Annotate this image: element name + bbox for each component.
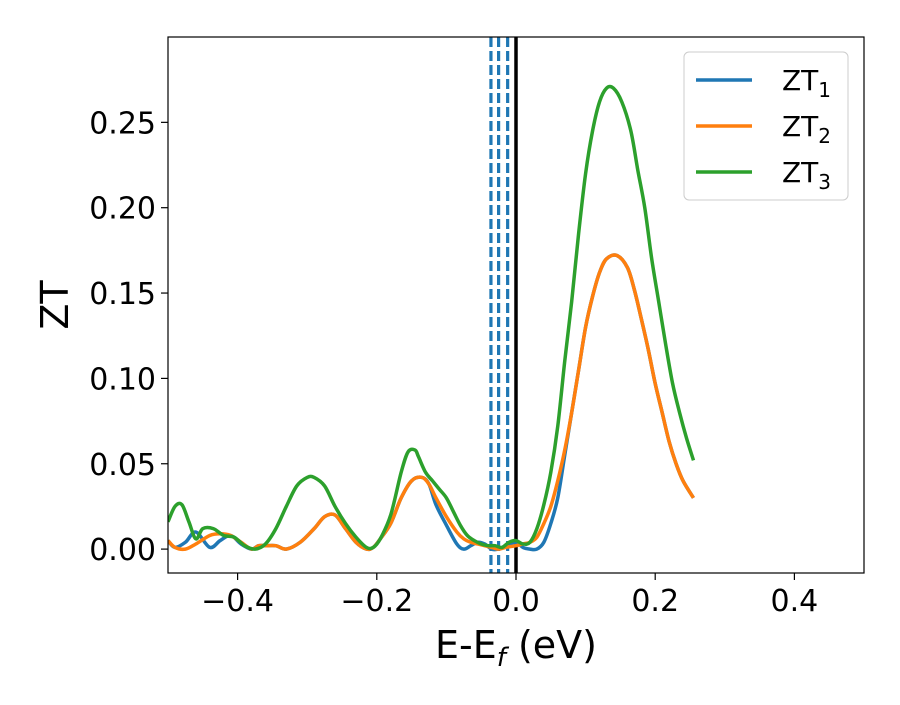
y-tick-label: 0.05 [89,448,156,483]
x-tick-label: −0.2 [340,584,413,619]
legend-label-zt2: ZT2 [782,110,831,148]
legend: ZT1 ZT2 ZT3 [683,51,849,201]
y-axis-label: ZT [33,280,77,330]
y-axis-ticks: 0.00 0.05 0.10 0.15 0.20 0.25 [89,106,168,568]
vertical-lines [489,37,518,573]
x-tick-label: 0.0 [492,584,540,619]
legend-box [683,51,849,201]
series-line-zt3 [168,84,696,551]
legend-label-zt3: ZT3 [782,156,831,194]
y-tick-label: 0.20 [89,192,156,227]
y-tick-label: 0.15 [89,277,156,312]
series-lines [168,84,696,552]
x-axis-ticks: −0.4 −0.2 0.0 0.2 0.4 [201,573,818,619]
x-axis-label: E-Ef (eV) [435,623,597,673]
x-tick-label: 0.2 [631,584,679,619]
y-tick-label: 0.10 [89,362,156,397]
series-line-zt2 [168,253,695,552]
x-tick-label: 0.4 [771,584,819,619]
y-tick-label: 0.25 [89,106,156,141]
legend-label-zt1: ZT1 [782,64,831,102]
y-tick-label: 0.00 [89,533,156,568]
x-tick-label: −0.4 [201,584,274,619]
